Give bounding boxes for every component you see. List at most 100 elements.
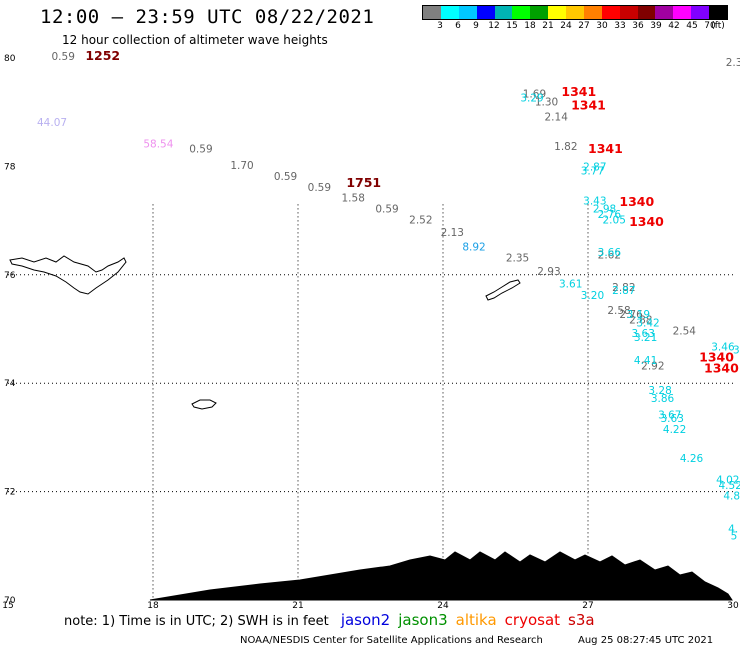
wave-height-value: 2.93	[537, 266, 560, 278]
wave-height-value: 0.59	[375, 203, 398, 215]
wave-height-value: 3.63	[661, 413, 684, 425]
wave-height-value: 3.63	[632, 328, 655, 340]
wave-height-value: 2.76	[619, 309, 643, 321]
wave-height-value: 2.76	[598, 209, 622, 221]
legend-label: 9	[473, 21, 479, 31]
wave-height-value: 3.28	[648, 385, 671, 397]
wave-height-value: 3.61	[559, 278, 582, 290]
norway-coast	[149, 551, 733, 601]
legend-swatch	[512, 6, 531, 19]
pass-time-label: 1751	[346, 175, 381, 190]
legend-swatch	[530, 6, 549, 19]
wave-height-value: 2.13	[441, 227, 464, 239]
wave-height-value: 2.33	[726, 57, 740, 69]
wave-height-value: 1.82	[554, 141, 577, 153]
lat-lon-grid	[8, 204, 733, 600]
svalbard-coast	[9, 255, 127, 295]
satellite-key: jason2 jason3 altika cryosat s3a	[333, 611, 595, 629]
legend-swatch	[583, 6, 602, 19]
pass-time-label: 1340	[704, 360, 739, 375]
wave-height-value: 1.58	[342, 193, 365, 205]
pass-time-label: 1340	[619, 194, 654, 209]
wave-height-value: 3.19	[627, 309, 650, 321]
note-line: note: 1) Time is in UTC; 2) SWH is in fe…	[64, 611, 595, 629]
pass-time-label: 1252	[85, 48, 120, 63]
wave-height-value: 2.98	[593, 203, 616, 215]
legend-label: 33	[614, 21, 626, 31]
legend-label: 27	[578, 21, 590, 31]
x-tick-label: 15	[2, 601, 13, 611]
y-tick-label: 72	[4, 488, 15, 498]
wave-height-value: 44.07	[37, 117, 67, 129]
pass-time-label: 1340	[699, 350, 734, 365]
legend-swatch	[440, 6, 459, 19]
x-tick-label: 18	[147, 601, 159, 611]
y-tick-label: 74	[4, 379, 16, 389]
wave-height-value: 3.43	[583, 195, 606, 207]
legend-label: 45	[686, 21, 698, 31]
legend-label: 21	[542, 21, 554, 31]
wave-height-value: 3.29	[520, 92, 543, 104]
wave-height-value: 3.66	[598, 247, 622, 259]
wave-height-value: 3	[733, 344, 740, 356]
satellite-key-altika: altika	[455, 611, 497, 629]
satellite-key-jason2: jason2	[340, 611, 391, 629]
wave-height-value: 1.69	[523, 89, 546, 101]
x-tick-label: 27	[582, 601, 593, 611]
x-tick-label: 24	[437, 601, 449, 611]
wave-height-value: 2.92	[641, 361, 664, 373]
legend-label: 30	[596, 21, 608, 31]
wave-height-value: 3.46	[711, 342, 735, 354]
wave-height-value: 0.59	[189, 143, 212, 155]
legend-swatch	[655, 6, 674, 19]
y-tick-label: 76	[4, 271, 16, 281]
wave-height-value: 0.59	[308, 182, 331, 194]
color-scale-labels: 3 6 9 12 15 18 21 24 27 30 33 36 39 42 45 70 (ft)	[422, 21, 728, 33]
map-subtitle: 12 hour collection of altimeter wave hei…	[62, 33, 328, 47]
satellite-key-s3a: s3a	[568, 611, 595, 629]
legend-label: 6	[455, 21, 461, 31]
legend-label: 24	[560, 21, 572, 31]
wave-height-value: 4.52	[719, 480, 740, 492]
wave-height-value: 2.88	[629, 315, 652, 327]
wave-height-value: 4.26	[680, 453, 704, 465]
wave-height-value: 58.54	[143, 138, 173, 150]
legend-swatch	[566, 6, 584, 19]
note-text: note: 1) Time is in UTC; 2) SWH is in fe…	[64, 614, 329, 629]
legend-label: 18	[524, 21, 536, 31]
wave-height-value: 3.21	[634, 332, 657, 344]
legend-swatch	[691, 6, 709, 19]
wave-height-value: 3.67	[658, 409, 681, 421]
color-scale-legend	[422, 5, 728, 20]
wave-height-value: 0.59	[274, 171, 297, 183]
legend-label: 42	[668, 21, 680, 31]
wave-height-value: 2.05	[603, 214, 626, 226]
wave-height-value: 2.58	[607, 305, 630, 317]
legend-swatch	[673, 6, 692, 19]
map-title: 12:00 – 23:59 UTC 08/22/2021	[40, 6, 375, 28]
satellite-key-cryosat: cryosat	[504, 611, 561, 629]
wave-height-value: 2.54	[673, 325, 697, 337]
legend-label: 3	[437, 21, 443, 31]
norway-islands	[299, 563, 622, 595]
wave-height-value: 1.30	[535, 97, 558, 109]
kong-karls-land-coast	[485, 279, 521, 301]
legend-label: 70	[704, 21, 716, 31]
wave-height-value: 3.77	[581, 166, 604, 178]
wave-height-value: 1.70	[230, 160, 253, 172]
wave-height-value: 2.35	[506, 252, 529, 264]
footer-credit: NOAA/NESDIS Center for Satellite Applica…	[240, 635, 543, 646]
x-tick-label: 30	[727, 601, 739, 611]
wave-height-value: 4.02	[716, 474, 739, 486]
wave-height-value: 5	[731, 530, 738, 542]
x-tick-label: 21	[292, 601, 303, 611]
legend-label: 36	[632, 21, 644, 31]
y-tick-label: 70	[4, 596, 16, 606]
legend-label: 12	[488, 21, 500, 31]
pass-time-label: 1341	[588, 141, 623, 156]
wave-height-value: 8.92	[462, 241, 485, 253]
legend-label: 39	[650, 21, 662, 31]
bear-island-coast	[191, 399, 217, 410]
legend-swatch	[637, 6, 656, 19]
